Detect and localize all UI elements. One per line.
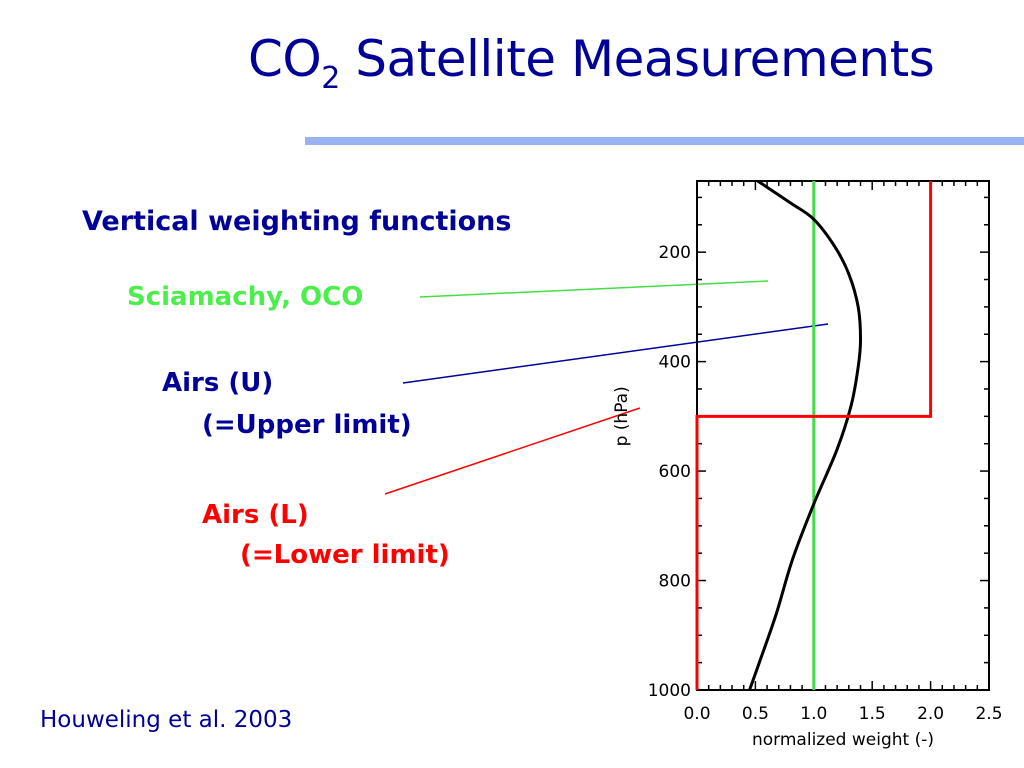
y-tick-label: 400	[659, 353, 691, 373]
section-heading: Vertical weighting functions	[82, 206, 512, 237]
slide-title: CO2 Satellite Measurements	[248, 30, 935, 96]
x-tick-label: 1.5	[859, 704, 886, 724]
title-rest: Satellite Measurements	[339, 30, 935, 88]
label-airs-l-note: (=Lower limit)	[240, 540, 450, 570]
title-underline	[305, 137, 1024, 145]
x-tick-label: 0.0	[683, 704, 710, 724]
series-airs-u	[748, 179, 863, 691]
label-airs-u-note: (=Upper limit)	[202, 410, 412, 440]
y-tick-label: 1000	[648, 681, 691, 701]
y-tick-label: 800	[659, 572, 691, 592]
pointer-line-airs-u	[402, 323, 829, 384]
x-tick-label: 0.5	[742, 704, 769, 724]
title-subscript: 2	[321, 61, 340, 96]
label-airs-l: Airs (L)	[202, 500, 309, 530]
pointer-line-airs-l	[384, 407, 641, 495]
label-airs-u: Airs (U)	[162, 368, 274, 398]
label-sciamachy-oco: Sciamachy, OCO	[127, 282, 364, 312]
x-axis-label: normalized weight (-)	[752, 730, 934, 750]
y-tick-label: 600	[659, 462, 691, 482]
x-tick-label: 2.5	[975, 704, 1002, 724]
y-tick-label: 200	[659, 243, 691, 263]
y-axis-label: p (hPa)	[612, 386, 632, 446]
x-tick-label: 2.0	[917, 704, 944, 724]
citation: Houweling et al. 2003	[40, 707, 293, 733]
pointer-line-sciamachy	[419, 280, 769, 298]
series-airs-l	[695, 181, 933, 690]
title-co: CO	[248, 30, 322, 88]
x-tick-label: 1.0	[800, 704, 827, 724]
